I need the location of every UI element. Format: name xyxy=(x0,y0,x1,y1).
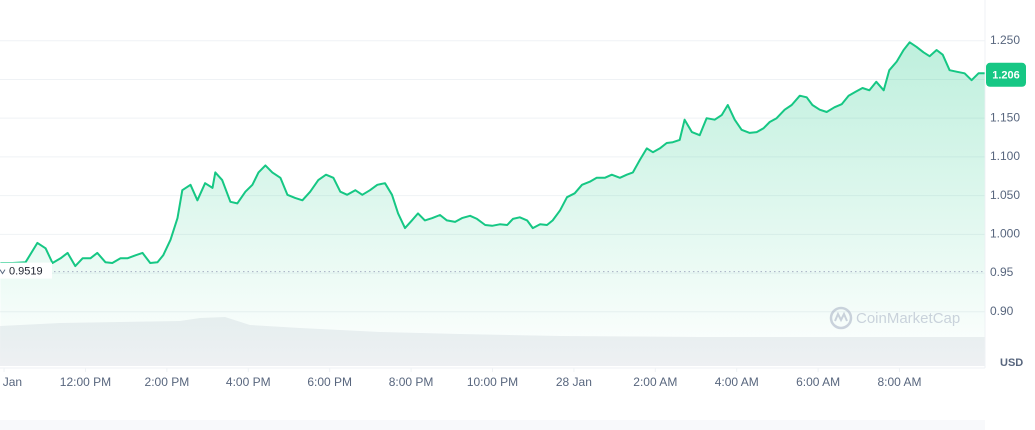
x-tick-label: 4:00 PM xyxy=(226,375,271,389)
x-tick-label: 8:00 AM xyxy=(878,375,922,389)
x-tick-label: 6:00 PM xyxy=(307,375,352,389)
plot xyxy=(0,41,985,367)
scroll-strip xyxy=(0,420,985,430)
watermark-logo xyxy=(829,306,853,330)
y-tick-label: 1.050 xyxy=(990,188,1020,202)
x-tick-label: 10:00 PM xyxy=(467,375,518,389)
y-tick-label: 1.150 xyxy=(990,110,1020,124)
watermark-logo-mark xyxy=(834,311,848,323)
y-tick-label: 1.100 xyxy=(990,149,1020,163)
watermark: CoinMarketCap xyxy=(829,306,960,330)
current-price-label: 1.206 xyxy=(992,70,1020,82)
y-tick-label: 0.90 xyxy=(990,304,1014,318)
grid: 0.900.951.0001.0501.1001.1501.2001.25027… xyxy=(0,33,1020,389)
x-tick-label: 6:00 AM xyxy=(796,375,840,389)
y-tick-label: 1.250 xyxy=(990,33,1020,47)
price-line xyxy=(0,41,985,268)
current-price-badge xyxy=(986,62,1026,87)
x-tick-label: 2:00 AM xyxy=(633,375,677,389)
y-tick-label: 0.95 xyxy=(990,265,1014,279)
unit-label: USD xyxy=(1000,357,1023,369)
y-tick-label: 1.000 xyxy=(990,227,1020,241)
watermark-text: CoinMarketCap xyxy=(856,310,960,327)
x-tick-label: 4:00 AM xyxy=(715,375,759,389)
reference-chevron xyxy=(0,269,6,275)
reference-label-bg xyxy=(0,262,52,279)
reference-label: 0.9519 xyxy=(9,265,43,277)
overlay: 0.9519 1.206 xyxy=(0,62,1026,279)
x-tick-label: 28 Jan xyxy=(556,375,592,389)
x-tick-label: 2:00 PM xyxy=(145,375,190,389)
x-tick-label: 8:00 PM xyxy=(389,375,434,389)
x-tick-label: 27 Jan xyxy=(0,375,22,389)
x-tick-label: 12:00 PM xyxy=(60,375,111,389)
price-area xyxy=(0,42,985,367)
